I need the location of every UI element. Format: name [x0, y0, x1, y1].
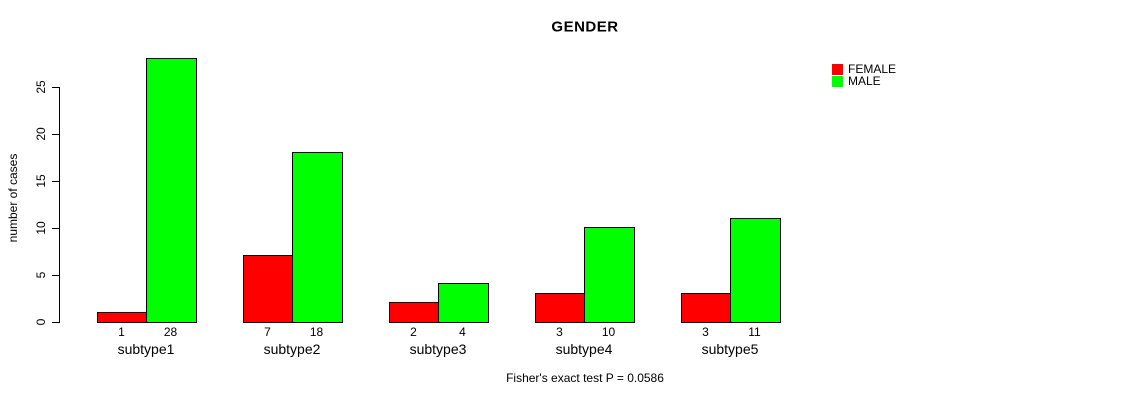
- y-tick-label: 10: [34, 221, 48, 235]
- bar-value-label: 18: [309, 325, 324, 339]
- y-axis-line: [59, 87, 60, 323]
- male-swatch: [832, 76, 843, 87]
- y-axis-tick: [52, 181, 59, 182]
- bar-value-label: 3: [702, 325, 709, 339]
- category-label-subtype3: subtype3: [409, 341, 467, 357]
- bar-male-subtype4: [584, 227, 635, 323]
- y-axis-tick: [52, 322, 59, 323]
- y-axis-tick: [52, 87, 59, 88]
- bar-male-subtype1: [146, 58, 197, 323]
- bar-value-label: 28: [163, 325, 178, 339]
- bar-female-subtype2: [243, 255, 294, 323]
- category-label-subtype1: subtype1: [117, 341, 175, 357]
- bar-value-label: 2: [410, 325, 417, 339]
- y-tick-label: 5: [34, 271, 48, 279]
- legend-item-female: FEMALE: [832, 62, 897, 76]
- y-axis-tick: [52, 275, 59, 276]
- bar-female-subtype1: [97, 312, 148, 323]
- category-label-subtype2: subtype2: [263, 341, 321, 357]
- bar-value-label: 7: [264, 325, 271, 339]
- bar-male-subtype2: [292, 152, 343, 323]
- bar-value-label: 10: [601, 325, 616, 339]
- category-label-subtype5: subtype5: [701, 341, 759, 357]
- bar-male-subtype3: [438, 283, 489, 323]
- y-tick-label: 15: [34, 174, 48, 188]
- legend-item-male: MALE: [832, 74, 896, 88]
- female-swatch: [832, 64, 843, 75]
- y-tick-label: 25: [34, 80, 48, 94]
- bar-female-subtype5: [681, 293, 732, 323]
- y-tick-label: 0: [34, 318, 48, 326]
- legend-label-male: MALE: [848, 74, 881, 88]
- y-axis-tick: [52, 228, 59, 229]
- bar-female-subtype4: [535, 293, 586, 323]
- bar-value-label: 11: [748, 325, 761, 339]
- bar-value-label: 1: [118, 325, 125, 339]
- legend: FEMALE MALE: [832, 62, 897, 88]
- bar-female-subtype3: [389, 302, 440, 323]
- bar-value-label: 4: [459, 325, 466, 339]
- chart-title: GENDER: [551, 18, 619, 36]
- bar-male-subtype5: [730, 218, 781, 323]
- y-tick-label: 20: [34, 127, 48, 141]
- category-label-subtype4: subtype4: [555, 341, 613, 357]
- annotation-text: Fisher's exact test P = 0.0586: [506, 371, 664, 385]
- y-axis-tick: [52, 134, 59, 135]
- bar-value-label: 3: [556, 325, 563, 339]
- legend-label-female: FEMALE: [848, 62, 897, 76]
